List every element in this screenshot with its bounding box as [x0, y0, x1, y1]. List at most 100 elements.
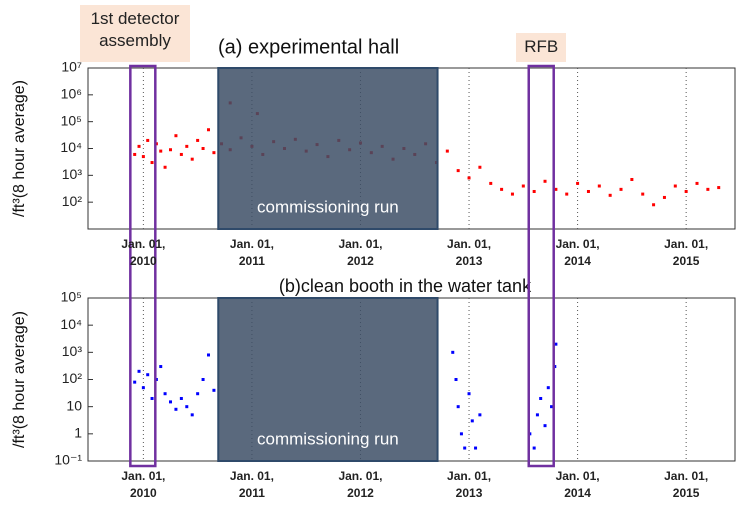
data-point — [706, 187, 710, 191]
data-point — [546, 386, 550, 390]
data-point — [500, 187, 504, 191]
data-point — [673, 184, 677, 188]
span-label: commissioning run — [257, 429, 399, 448]
y-tick-label: 10⁷ — [61, 59, 82, 75]
data-point — [565, 192, 569, 196]
data-point — [159, 149, 163, 153]
data-point — [539, 396, 543, 400]
y-tick-label: 10 — [66, 397, 82, 413]
data-point — [695, 181, 699, 185]
y-axis-label: /ft³(8 hour average) — [11, 311, 28, 448]
chart-title: (b)clean booth in the water tank — [279, 276, 532, 296]
y-tick-label: 10⁶ — [61, 86, 82, 102]
data-point — [467, 176, 471, 180]
data-point — [478, 413, 482, 417]
y-tick-label: 10³ — [62, 343, 83, 359]
data-point — [190, 157, 194, 161]
x-tick-label: Jan. 01, 2012 — [338, 469, 383, 500]
data-point — [137, 144, 141, 148]
data-point — [470, 419, 474, 423]
data-point — [619, 187, 623, 191]
data-point — [206, 353, 210, 357]
data-point — [174, 134, 178, 138]
commissioning-span — [217, 297, 439, 462]
data-point — [212, 151, 216, 155]
x-tick-label: Jan. 01, 2012 — [338, 237, 383, 268]
x-tick-label: Jan. 01, 2014 — [555, 237, 600, 268]
data-point — [489, 181, 493, 185]
chart-title: (a) experimental hall — [218, 36, 399, 58]
x-tick-label: Jan. 01, 2010 — [121, 469, 166, 500]
y-tick-label: 10⁴ — [60, 316, 82, 332]
x-tick-label: Jan. 01, 2011 — [229, 237, 274, 268]
highlight-label: 1st detector assembly — [80, 5, 190, 62]
y-tick-label: 10⁵ — [61, 289, 82, 305]
data-point — [543, 424, 547, 428]
data-point — [133, 380, 137, 384]
data-point — [608, 193, 612, 197]
data-point — [521, 184, 525, 188]
y-tick-label: 10⁻¹ — [54, 452, 82, 468]
data-point — [684, 189, 688, 193]
x-tick-label: Jan. 01, 2015 — [664, 469, 709, 500]
data-point — [163, 165, 167, 169]
data-point — [133, 152, 137, 156]
data-point — [150, 161, 154, 165]
data-point — [463, 446, 467, 450]
data-point — [510, 192, 514, 196]
y-tick-label: 10³ — [62, 166, 83, 182]
data-point — [159, 365, 163, 369]
highlight-box — [129, 64, 157, 468]
data-point — [169, 400, 173, 404]
data-point — [456, 169, 460, 173]
data-point — [206, 128, 210, 132]
y-tick-label: 10² — [62, 370, 83, 386]
y-tick-label: 10⁴ — [60, 139, 82, 155]
data-point — [456, 405, 460, 409]
data-point — [586, 189, 590, 193]
data-point — [150, 396, 154, 400]
data-point — [554, 187, 558, 191]
data-point — [179, 396, 183, 400]
data-point — [185, 405, 189, 409]
data-point — [652, 203, 656, 207]
data-point — [467, 392, 471, 396]
data-point — [146, 373, 150, 377]
data-point — [543, 179, 547, 183]
x-tick-label: Jan. 01, 2010 — [121, 237, 166, 268]
data-point — [597, 184, 601, 188]
x-tick-label: Jan. 01, 2014 — [555, 469, 600, 500]
data-point — [662, 195, 666, 199]
x-tick-label: Jan. 01, 2011 — [229, 469, 274, 500]
x-tick-label: Jan. 01, 2015 — [664, 237, 709, 268]
data-point — [174, 407, 178, 411]
data-point — [185, 144, 189, 148]
data-point — [717, 186, 721, 190]
x-tick-label: Jan. 01, 2013 — [447, 237, 492, 268]
data-point — [459, 432, 463, 436]
data-point — [451, 350, 455, 354]
data-point — [141, 386, 145, 390]
y-tick-label: 1 — [74, 425, 82, 441]
data-point — [179, 152, 183, 156]
commissioning-span — [217, 67, 439, 230]
data-point — [630, 177, 634, 181]
data-point — [576, 181, 580, 185]
data-point — [196, 138, 200, 142]
data-point — [641, 192, 645, 196]
highlight-label: RFB — [516, 33, 567, 62]
data-point — [532, 446, 536, 450]
data-point — [554, 342, 558, 346]
data-point — [137, 369, 141, 373]
data-point — [141, 155, 145, 159]
data-point — [532, 189, 536, 193]
data-point — [445, 149, 449, 153]
highlight-box — [527, 64, 555, 468]
span-label: commissioning run — [257, 197, 399, 216]
data-point — [201, 378, 205, 381]
data-point — [454, 378, 458, 381]
x-tick-label: Jan. 01, 2013 — [447, 469, 492, 500]
data-point — [201, 147, 205, 150]
